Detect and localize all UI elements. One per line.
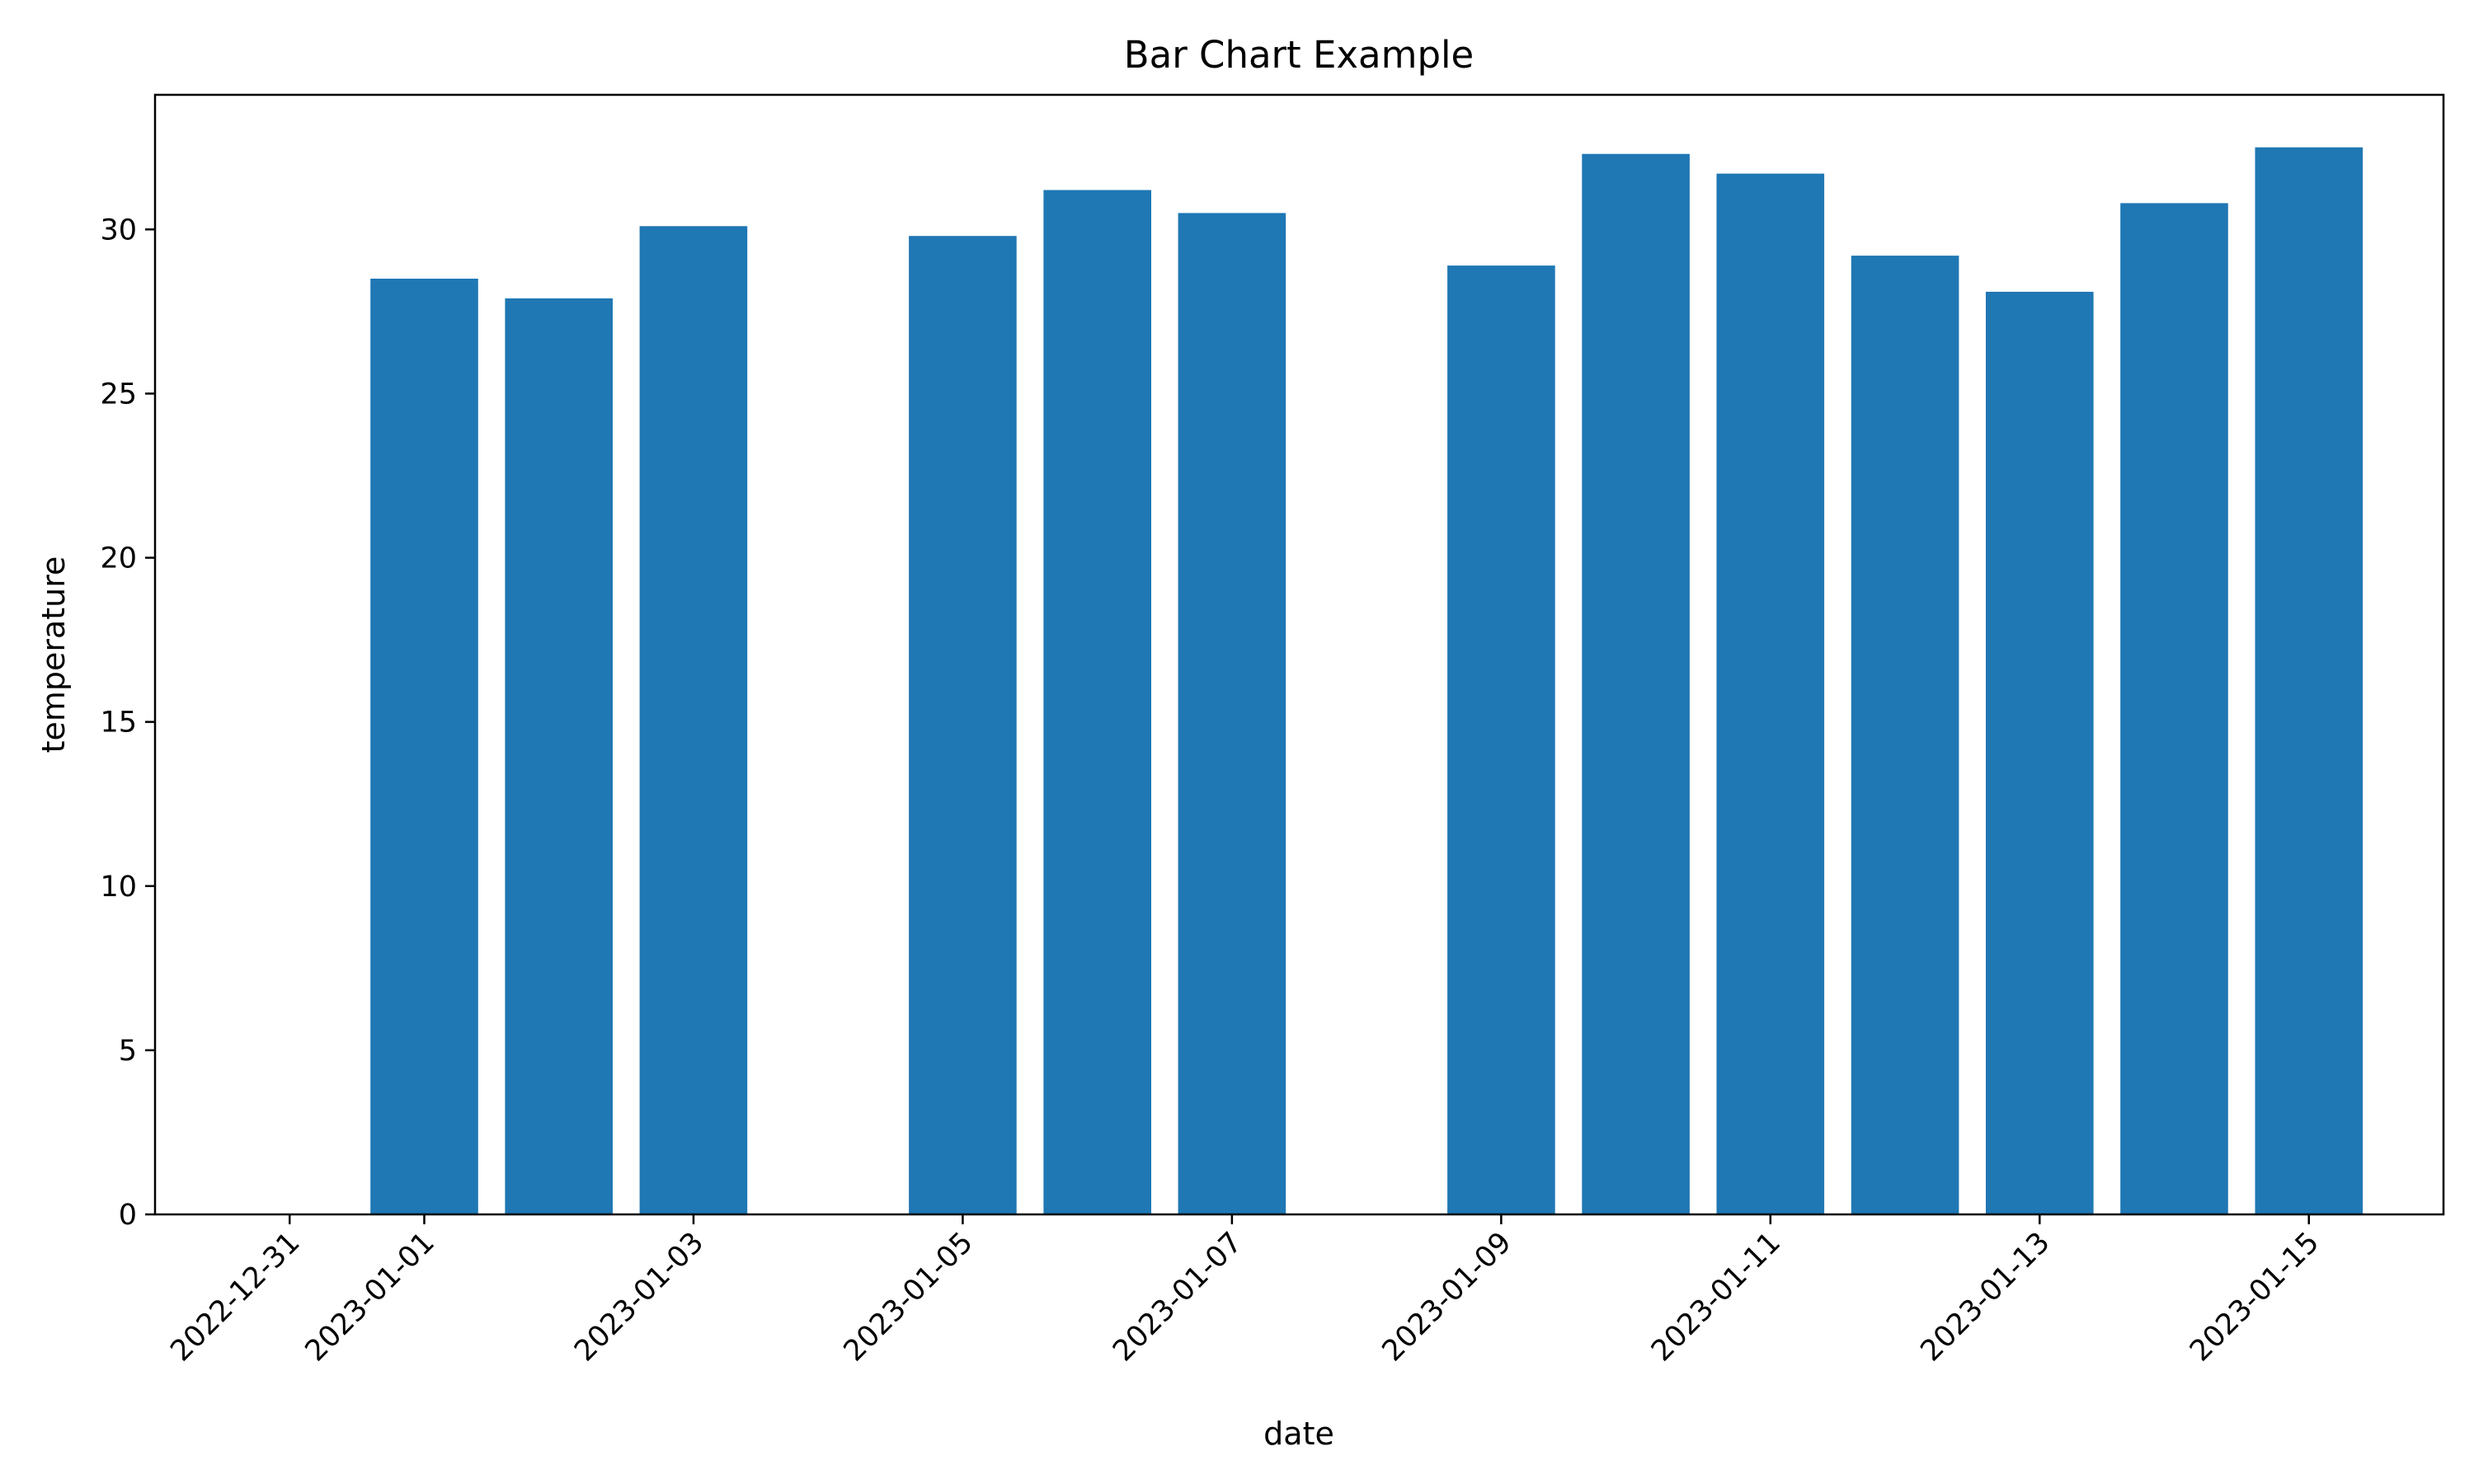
y-axis: 0 5 10 15 20 25 30 bbox=[100, 214, 155, 1232]
bar-2023-01-09 bbox=[1447, 265, 1555, 1215]
y-tick-label: 20 bbox=[100, 542, 137, 575]
bar-2023-01-05 bbox=[909, 236, 1017, 1215]
y-tick-label: 30 bbox=[100, 214, 137, 247]
bar-2023-01-01 bbox=[370, 279, 478, 1214]
bar-2023-01-07 bbox=[1178, 213, 1286, 1214]
bar-2023-01-11 bbox=[1716, 173, 1825, 1215]
bars-group bbox=[370, 147, 2363, 1215]
y-tick-label: 10 bbox=[100, 871, 137, 904]
chart-title: Bar Chart Example bbox=[1124, 33, 1474, 77]
y-tick-label: 0 bbox=[119, 1199, 137, 1232]
bar-2023-01-02 bbox=[505, 298, 613, 1214]
bar-2023-01-12 bbox=[1851, 256, 1959, 1215]
bar-2023-01-10 bbox=[1582, 153, 1690, 1215]
y-tick-label: 5 bbox=[119, 1035, 137, 1068]
bar-2023-01-15 bbox=[2255, 147, 2363, 1215]
y-tick-label: 25 bbox=[100, 378, 137, 411]
y-axis-label: temperature bbox=[35, 556, 72, 754]
plot-frame bbox=[153, 93, 2445, 1216]
bar-2023-01-14 bbox=[2120, 203, 2228, 1214]
y-tick-label: 15 bbox=[100, 707, 137, 740]
bar-2023-01-03 bbox=[639, 226, 748, 1214]
bar-2023-01-06 bbox=[1043, 190, 1151, 1214]
bar-2023-01-13 bbox=[1986, 291, 2094, 1214]
x-axis-label: date bbox=[1263, 1416, 1334, 1452]
